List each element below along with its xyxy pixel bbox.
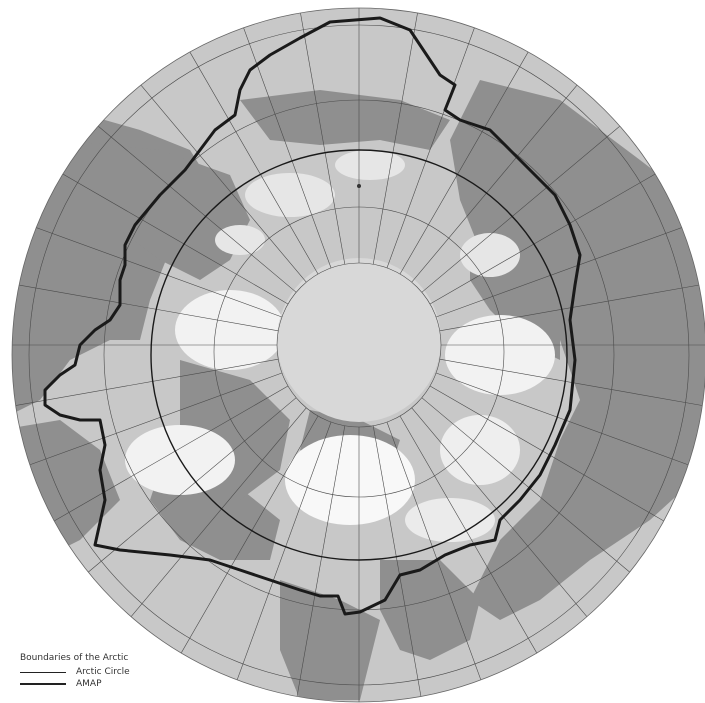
meridian-line (386, 421, 483, 684)
meridian-line (435, 221, 698, 318)
legend-item-amap: AMAP (20, 678, 130, 690)
ice-patch-bottom-right (405, 498, 495, 542)
ice-patch-top-right (335, 150, 405, 180)
meridian-line (421, 113, 635, 293)
meridian-line (386, 8, 483, 269)
landmass-greenland (60, 140, 250, 280)
ice-patch-bottom (285, 435, 415, 525)
landmass-northern-band (240, 90, 450, 150)
arctic-circle (150, 149, 568, 561)
legend-label-amap: AMAP (76, 679, 102, 689)
meridian-line (83, 113, 297, 293)
ice-patch-upper-right (460, 233, 520, 277)
meridian-line (20, 221, 283, 318)
meridian-line (411, 407, 591, 621)
meridian-line (296, 425, 346, 700)
polar-cap (277, 258, 441, 422)
legend-swatch-thick (20, 683, 66, 685)
meridian-line (421, 397, 635, 577)
ice-patch-mid (215, 225, 265, 255)
legend-swatch-thin (20, 671, 66, 673)
amap-boundary (43, 16, 582, 616)
ice-patch-lower-right (440, 415, 520, 485)
meridian-line (127, 69, 307, 283)
meridian-line (372, 425, 422, 700)
meridian-line (20, 372, 283, 469)
meridian-line (12, 358, 279, 408)
meridian-line (47, 164, 289, 305)
map-rim (11, 7, 705, 703)
meridian-line (178, 415, 319, 657)
meridian-line (399, 33, 540, 275)
meridian-line (429, 164, 671, 305)
legend-item-arctic-circle: Arctic Circle (20, 666, 130, 678)
meridian-line (439, 358, 705, 408)
meridian-line (235, 8, 332, 269)
meridian-line (47, 385, 289, 526)
meridian-line (127, 407, 307, 621)
meridian-line (411, 69, 591, 283)
ice-patch-left (175, 290, 285, 370)
meridian-line (12, 282, 279, 332)
meridian-line (83, 397, 297, 577)
legend-title: Boundaries of the Arctic (20, 653, 129, 663)
legend: Boundaries of the Arctic Arctic Circle A… (20, 652, 130, 690)
ice-patch-top (245, 173, 335, 217)
meridian-line (439, 282, 705, 332)
legend-label-arctic-circle: Arctic Circle (76, 667, 130, 677)
meridian-line (399, 415, 540, 657)
meridian-line (178, 33, 319, 275)
meridian-line (235, 421, 332, 684)
ice-patch-right (445, 315, 555, 395)
north-pole-marker (357, 184, 361, 188)
landmass-scandinavia (380, 560, 480, 660)
